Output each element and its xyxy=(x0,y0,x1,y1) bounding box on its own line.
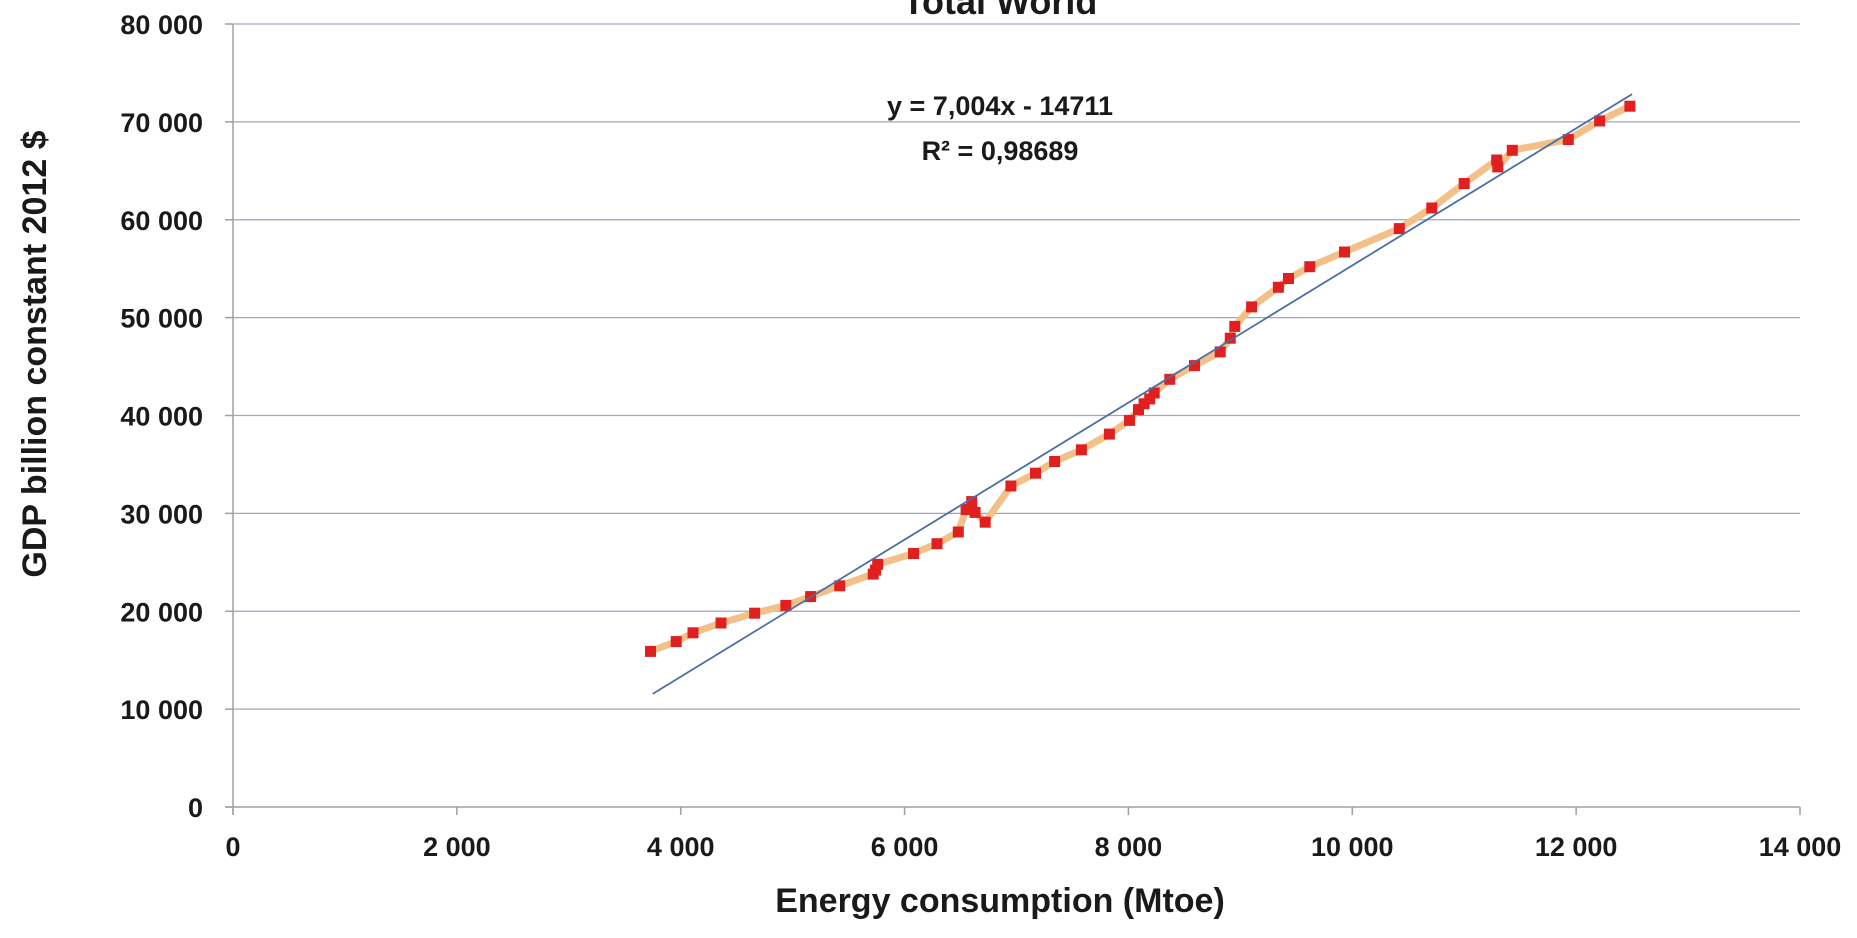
data-point-43 xyxy=(1506,144,1518,156)
data-point-31 xyxy=(1224,332,1236,344)
data-point-46 xyxy=(1624,100,1636,112)
data-point-2 xyxy=(687,627,699,639)
data-point-9 xyxy=(870,564,881,576)
data-point-28 xyxy=(1164,373,1176,385)
x-tick-label-12000: 12 000 xyxy=(1535,832,1618,862)
trendline-r-squared: R² = 0,98689 xyxy=(922,136,1079,166)
data-point-29 xyxy=(1189,360,1200,372)
x-tick-label-2000: 2 000 xyxy=(423,832,491,862)
y-tick-label-80000: 80 000 xyxy=(120,10,203,40)
data-point-44 xyxy=(1562,134,1574,145)
data-series xyxy=(645,100,1636,657)
data-point-21 xyxy=(1075,444,1087,456)
data-point-45 xyxy=(1594,115,1606,127)
x-tick-label-4000: 4 000 xyxy=(647,832,715,862)
data-point-0 xyxy=(645,645,656,657)
data-point-12 xyxy=(931,538,943,550)
data-point-17 xyxy=(979,516,991,528)
data-point-30 xyxy=(1214,346,1226,358)
data-point-19 xyxy=(1030,467,1041,479)
data-point-25 xyxy=(1138,398,1150,410)
data-point-7 xyxy=(834,580,846,592)
trendline-group xyxy=(652,93,1633,695)
data-point-38 xyxy=(1393,223,1405,235)
chart-title: Total World xyxy=(903,0,1098,22)
linear-trendline xyxy=(652,93,1633,695)
y-tick-label-40000: 40 000 xyxy=(120,402,203,432)
data-point-20 xyxy=(1049,456,1061,467)
data-point-13 xyxy=(952,526,964,538)
data-point-11 xyxy=(908,548,919,559)
data-point-36 xyxy=(1304,261,1316,273)
y-tick-label-60000: 60 000 xyxy=(120,206,203,236)
x-tick-label-6000: 6 000 xyxy=(871,832,939,862)
data-point-18 xyxy=(1005,480,1017,492)
x-tick-label-0: 0 xyxy=(225,832,240,862)
data-point-40 xyxy=(1458,178,1470,189)
x-tick-label-8000: 8 000 xyxy=(1095,832,1163,862)
series-connector-line xyxy=(647,102,1634,655)
trendline-equation: y = 7,004x - 14711 xyxy=(887,91,1113,121)
data-point-4 xyxy=(749,607,761,619)
data-point-3 xyxy=(715,617,727,629)
data-point-16 xyxy=(969,506,981,518)
data-point-37 xyxy=(1339,246,1350,258)
data-point-1 xyxy=(670,636,682,648)
tick-labels: 0 10 000 20 000 30 000 40 000 50 000 60 000 70 … xyxy=(120,10,1841,862)
y-tick-label-10000: 10 000 xyxy=(120,695,203,725)
x-tick-label-14000: 14 000 xyxy=(1759,832,1842,862)
data-point-14 xyxy=(960,504,972,515)
data-point-27 xyxy=(1148,387,1160,399)
y-tick-label-20000: 20 000 xyxy=(120,597,203,627)
data-point-34 xyxy=(1272,281,1284,293)
data-point-41 xyxy=(1491,154,1503,166)
data-point-23 xyxy=(1124,414,1135,426)
y-axis-title: GDP billion constant 2012 $ xyxy=(16,130,54,577)
data-point-32 xyxy=(1229,320,1241,332)
data-point-24 xyxy=(1133,404,1144,416)
gridlines xyxy=(233,23,1800,710)
data-point-26 xyxy=(1144,393,1156,405)
data-point-5 xyxy=(780,599,792,611)
data-point-22 xyxy=(1103,428,1115,440)
y-tick-label-30000: 30 000 xyxy=(120,499,203,529)
data-point-39 xyxy=(1426,202,1438,214)
x-axis-title: Energy consumption (Mtoe) xyxy=(775,882,1225,920)
chart-text: Total World y = 7,004x - 14711 R² = 0,98… xyxy=(16,0,1225,920)
data-point-15 xyxy=(966,496,978,508)
x-tick-label-10000: 10 000 xyxy=(1311,832,1394,862)
axes xyxy=(225,23,1801,815)
y-tick-label-70000: 70 000 xyxy=(120,108,203,138)
y-tick-label-50000: 50 000 xyxy=(120,304,203,334)
data-point-35 xyxy=(1283,273,1294,284)
data-point-10 xyxy=(872,558,884,570)
data-point-42 xyxy=(1492,161,1504,173)
data-point-33 xyxy=(1246,301,1258,313)
y-tick-label-0: 0 xyxy=(188,793,203,823)
